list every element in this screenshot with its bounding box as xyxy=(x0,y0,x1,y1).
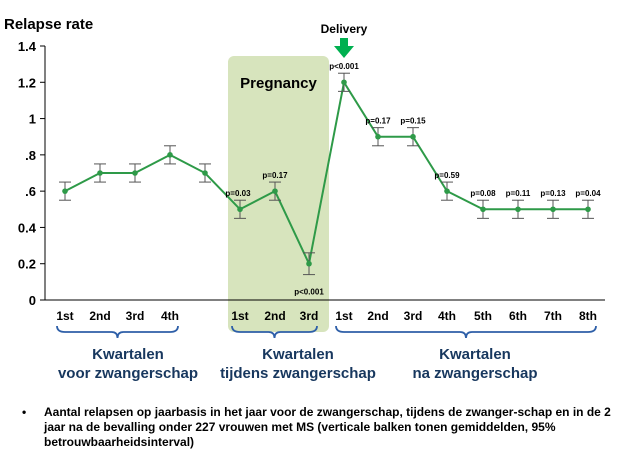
y-tick-label: 0.4 xyxy=(18,220,37,235)
series-layer xyxy=(59,72,594,276)
data-point xyxy=(237,206,243,213)
x-category-label: 4th xyxy=(161,309,179,323)
group-brace xyxy=(335,325,597,339)
data-point xyxy=(480,206,486,213)
x-category-label: 3rd xyxy=(404,309,423,323)
data-point xyxy=(550,206,556,213)
y-tick-label: 1.2 xyxy=(18,75,36,90)
p-value-label: p=0.59 xyxy=(434,171,460,180)
data-point xyxy=(202,170,208,176)
y-axis-title: Relapse rate xyxy=(4,16,93,33)
p-value-label: p=0.04 xyxy=(575,189,601,198)
group-label-line1: Kwartalen xyxy=(262,346,334,363)
data-point xyxy=(132,170,138,176)
y-tick-label: .8 xyxy=(25,148,36,163)
group-brace xyxy=(56,325,179,339)
footnote: • Aantal relapsen op jaarbasis in het ja… xyxy=(22,405,612,450)
delivery-label: Delivery xyxy=(321,22,368,36)
delivery-event-layer: Delivery xyxy=(321,22,368,58)
x-category-label: 2nd xyxy=(367,309,388,323)
data-point xyxy=(515,206,521,213)
p-value-label: p=0.08 xyxy=(470,189,496,198)
x-category-label: 4th xyxy=(438,309,456,323)
x-category-label: 1st xyxy=(335,309,352,323)
data-point xyxy=(306,260,312,267)
x-category-label: 1st xyxy=(231,309,248,323)
x-category-label: 6th xyxy=(509,309,527,323)
data-point xyxy=(62,188,68,194)
p-value-label: p=0.03 xyxy=(225,189,251,198)
y-tick-label: 0 xyxy=(29,293,36,308)
x-category-label: 3rd xyxy=(300,309,319,323)
data-point xyxy=(585,206,591,213)
footnote-bullet: • xyxy=(22,405,27,419)
group-label-line2: tijdens zwangerschap xyxy=(220,365,376,382)
group-label-line1: Kwartalen xyxy=(439,346,511,363)
group-label-line2: na zwangerschap xyxy=(412,365,537,382)
data-point xyxy=(272,188,278,194)
footnote-text: Aantal relapsen op jaarbasis in het jaar… xyxy=(44,405,611,449)
x-category-label: 2nd xyxy=(264,309,285,323)
data-point xyxy=(341,79,347,86)
series-line xyxy=(64,79,588,267)
pregnancy-highlight-layer: Pregnancy xyxy=(228,56,329,332)
group-brace xyxy=(231,325,318,339)
data-point xyxy=(375,133,381,140)
data-point xyxy=(167,152,173,158)
axis-layer: 0 0.2 0.4 .6 .8 1 1.2 1.4 Relapse rate xyxy=(4,16,605,308)
data-point xyxy=(97,170,103,176)
y-tick-label: 0.2 xyxy=(18,257,36,272)
x-category-label: 5th xyxy=(474,309,492,323)
group-label-line2: voor zwangerschap xyxy=(58,365,198,382)
y-tick-label: 1.4 xyxy=(18,39,37,54)
x-category-label: 8th xyxy=(579,309,597,323)
y-tick-label: .6 xyxy=(25,184,36,199)
x-category-label: 2nd xyxy=(89,309,110,323)
p-value-label: p=0.17 xyxy=(365,117,391,126)
y-tick-label: 1 xyxy=(29,112,36,127)
data-point xyxy=(444,188,450,194)
p-value-label: p=0.11 xyxy=(506,189,531,198)
p-value-label: p<0.001 xyxy=(294,288,324,297)
x-category-label: 3rd xyxy=(126,309,145,323)
group-layer: Kwartalen voor zwangerschap Kwartalen tijde… xyxy=(56,325,597,382)
label-layer: p=0.03 p=0.17 p<0.001 p<0.001 p=0.17 p=0.15 p=… xyxy=(56,62,601,323)
x-category-label: 1st xyxy=(56,309,73,323)
x-category-label: 7th xyxy=(544,309,562,323)
group-label-line1: Kwartalen xyxy=(92,346,164,363)
p-value-label: p<0.001 xyxy=(329,62,359,71)
data-point xyxy=(410,133,416,140)
pregnancy-label: Pregnancy xyxy=(240,75,317,92)
p-value-label: p=0.13 xyxy=(540,189,566,198)
p-value-label: p=0.15 xyxy=(400,117,426,126)
delivery-arrow-icon xyxy=(334,38,354,58)
pregnancy-highlight-box xyxy=(228,56,329,332)
p-value-label: p=0.17 xyxy=(262,171,288,180)
